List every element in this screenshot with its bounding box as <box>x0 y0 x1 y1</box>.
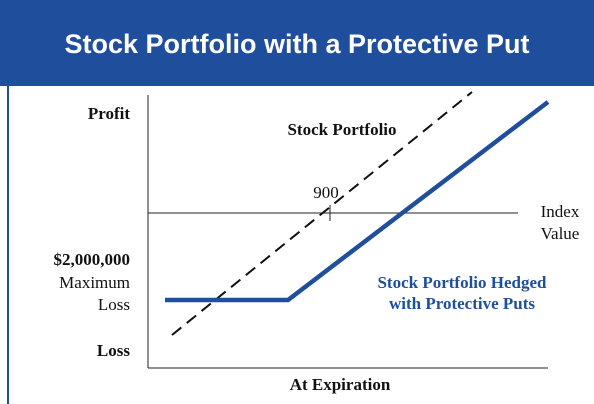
stock-line-label: Stock Portfolio <box>287 120 396 139</box>
max-loss-label: Maximum <box>59 273 130 292</box>
hedged-line-label: with Protective Puts <box>389 294 535 313</box>
header-bar <box>0 0 594 86</box>
stock-line <box>171 91 473 336</box>
index-label: Index <box>541 202 580 221</box>
hedged-line <box>165 100 550 303</box>
profit-label: Profit <box>88 104 131 123</box>
x-axis-label: At Expiration <box>290 375 391 394</box>
max-loss-label: Loss <box>98 295 130 314</box>
strike-label: 900 <box>313 183 339 202</box>
index-label: Value <box>541 224 580 243</box>
max-loss-amount: $2,000,000 <box>54 250 131 269</box>
header-title: Stock Portfolio with a Protective Put <box>64 29 529 59</box>
loss-label: Loss <box>97 341 130 360</box>
hedged-line-label: Stock Portfolio Hedged <box>377 273 547 292</box>
